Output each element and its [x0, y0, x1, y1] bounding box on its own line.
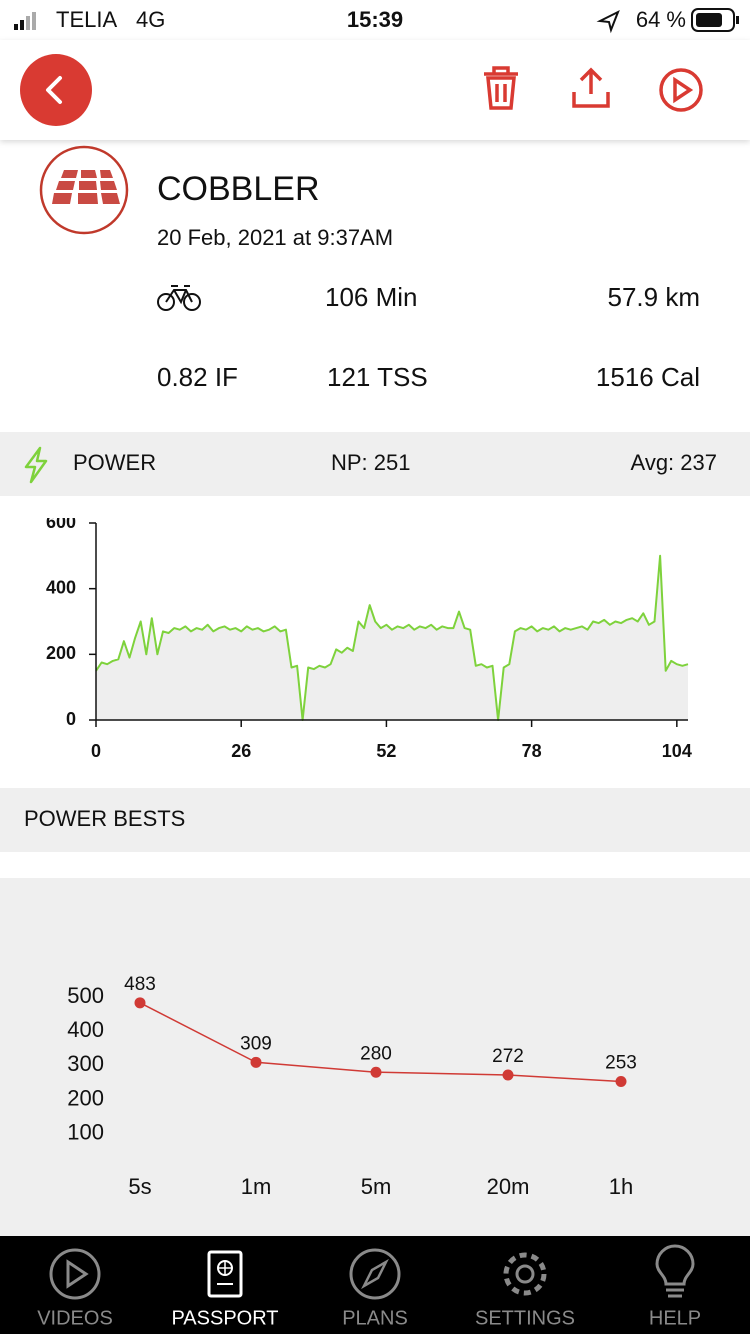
carrier: TELIA [56, 7, 117, 32]
location-icon [596, 9, 620, 34]
tab-icon-part [361, 1258, 389, 1290]
tab-icon-part [207, 1250, 243, 1298]
x-tick-label: 20m [487, 1174, 530, 1199]
tab-label: SETTINGS [475, 1307, 575, 1329]
tab-icon-part [66, 1259, 89, 1289]
power-avg: Avg: 237 [631, 450, 717, 475]
tab-icon [503, 1252, 547, 1296]
y-tick-label: 500 [67, 983, 104, 1008]
network: 4G [136, 7, 165, 32]
y-tick-label: 200 [46, 643, 76, 663]
y-tick-label: 400 [46, 577, 76, 597]
tab-icon [349, 1248, 401, 1300]
value-label: 272 [492, 1046, 524, 1067]
workout-name: COBBLER [157, 170, 320, 208]
header [0, 40, 750, 140]
tab-item[interactable]: PLANS [342, 1248, 408, 1329]
distance: 57.9 km [608, 282, 701, 312]
y-tick-label: 0 [66, 709, 76, 729]
tab-icon [207, 1250, 243, 1298]
power-bests-title: POWER BESTS [24, 806, 185, 831]
tab-items: VIDEOS PASSPORT PLANS SETTINGS HELP [37, 1244, 701, 1329]
y-tick-label: 100 [67, 1120, 104, 1145]
bests-point [502, 1069, 514, 1081]
tab-item[interactable]: SETTINGS [475, 1252, 575, 1329]
workout-date: 20 Feb, 2021 at 9:37AM [157, 225, 393, 250]
delete-button[interactable] [484, 66, 518, 110]
back-button[interactable] [20, 54, 92, 126]
y-tick-label: 600 [46, 512, 76, 532]
power-bests-panel [0, 878, 750, 1236]
tab-item[interactable]: HELP [649, 1244, 701, 1329]
share-button[interactable] [572, 67, 610, 108]
tab-icon-part [49, 1248, 101, 1300]
value-label: 253 [605, 1052, 637, 1073]
power-chart: 0 200 400 600 0 26 52 78 104 [46, 512, 692, 761]
value-labels: 483 309 280 272 253 [124, 974, 637, 1074]
tab-icon-part [349, 1248, 401, 1300]
x-tick-label: 1h [609, 1174, 633, 1199]
tab-icon-part [655, 1244, 695, 1298]
tss: 121 TSS [327, 362, 428, 392]
x-tick-label: 104 [662, 741, 692, 761]
power-np: NP: 251 [331, 450, 411, 475]
battery: 64 % [636, 7, 686, 32]
play-button[interactable] [659, 68, 703, 112]
tab-label: VIDEOS [37, 1307, 113, 1329]
tab-icon-part [503, 1252, 547, 1296]
value-label: 483 [124, 974, 156, 995]
y-tick-label: 300 [67, 1051, 104, 1076]
bests-point [615, 1075, 627, 1087]
tab-icon [655, 1244, 695, 1298]
x-tick-label: 1m [241, 1174, 272, 1199]
bike-icon [157, 285, 201, 311]
duration: 106 Min [325, 282, 418, 312]
power-icon [24, 446, 48, 484]
power-line [95, 554, 689, 721]
bests-point [250, 1056, 262, 1068]
bests-point [370, 1066, 382, 1078]
power-title: POWER [73, 450, 156, 475]
status-bar: TELIA 4G 15:39 64 % [14, 7, 739, 34]
power-bests-chart: 100 200 300 400 500 483 309 280 272 253 5s 1m 5m 20m 1… [67, 974, 637, 1199]
x-tick-label: 52 [376, 741, 396, 761]
y-tick-label: 400 [67, 1017, 104, 1042]
calories: 1516 Cal [596, 362, 700, 392]
time: 15:39 [347, 7, 403, 32]
value-label: 309 [240, 1033, 272, 1054]
power-header [0, 432, 750, 496]
x-tick-label: 0 [91, 741, 101, 761]
tab-icon [49, 1248, 101, 1300]
y-tick-label: 200 [67, 1085, 104, 1110]
tab-item[interactable]: VIDEOS [37, 1248, 113, 1329]
battery-icon [691, 8, 735, 32]
tab-label: PLANS [342, 1307, 408, 1329]
value-label: 280 [360, 1043, 392, 1064]
tab-item[interactable]: PASSPORT [171, 1250, 279, 1329]
power-area [96, 555, 688, 720]
workout-logo [39, 145, 129, 235]
tab-icon-part [218, 1261, 232, 1275]
x-tick-label: 5s [128, 1174, 151, 1199]
bests-point [134, 997, 146, 1009]
x-tick-label: 78 [522, 741, 542, 761]
x-tick-label: 26 [231, 741, 251, 761]
intensity: 0.82 IF [157, 362, 238, 392]
tab-label: HELP [649, 1307, 701, 1329]
tab-label: PASSPORT [171, 1307, 278, 1329]
power-bests-header [0, 788, 750, 852]
x-tick-label: 5m [361, 1174, 392, 1199]
tab-icon-part [515, 1264, 535, 1284]
tab-bar [0, 1236, 750, 1334]
